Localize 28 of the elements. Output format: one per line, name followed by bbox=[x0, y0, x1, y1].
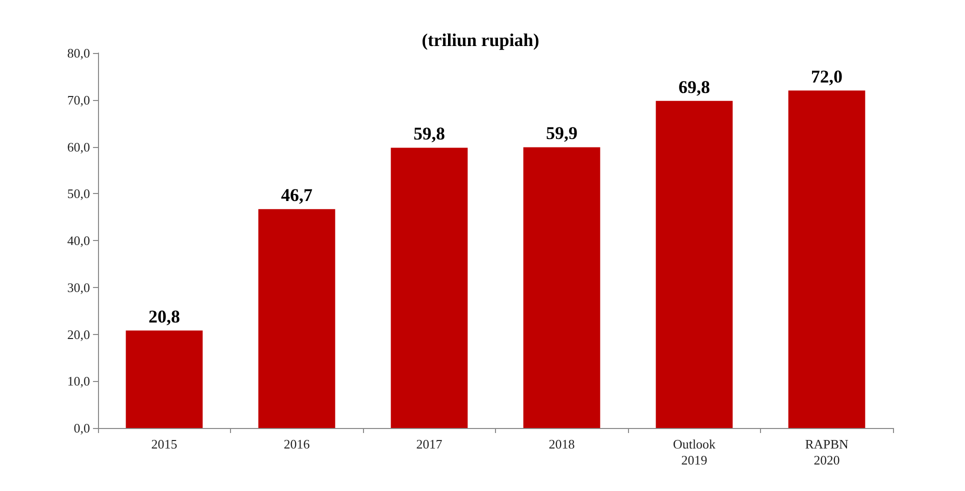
y-tick-label: 60,0 bbox=[67, 139, 90, 154]
x-tick-label: 2016 bbox=[284, 436, 310, 452]
y-tick-label: 80,0 bbox=[67, 46, 90, 60]
data-label: 59,9 bbox=[546, 123, 578, 144]
data-label: 69,8 bbox=[678, 76, 710, 97]
bar bbox=[258, 209, 336, 428]
y-tick-label: 70,0 bbox=[67, 92, 90, 108]
y-tick-label: 20,0 bbox=[67, 326, 90, 342]
bar bbox=[523, 147, 600, 428]
data-label: 20,8 bbox=[148, 306, 180, 326]
chart-title: (triliun rupiah) bbox=[422, 30, 540, 50]
data-label: 72,0 bbox=[811, 66, 842, 86]
x-tick-label: 2017 bbox=[416, 436, 443, 452]
data-label: 59,8 bbox=[414, 124, 445, 144]
x-tick-label: Outlook 2019 bbox=[672, 436, 716, 468]
y-tick-label: 10,0 bbox=[67, 374, 90, 389]
y-tick-label: 0,0 bbox=[74, 420, 90, 436]
y-tick-label: 30,0 bbox=[67, 280, 90, 295]
bar bbox=[656, 100, 733, 428]
x-tick-label: 2015 bbox=[151, 436, 178, 452]
y-tick-label: 50,0 bbox=[67, 186, 90, 202]
bar bbox=[788, 90, 866, 428]
x-tick-label: 2018 bbox=[548, 436, 575, 452]
bar bbox=[126, 330, 203, 428]
bar bbox=[390, 148, 468, 428]
data-label: 46,7 bbox=[281, 185, 312, 206]
x-tick-label: RAPBN 2020 bbox=[805, 436, 850, 468]
y-tick-label: 40,0 bbox=[67, 233, 90, 248]
